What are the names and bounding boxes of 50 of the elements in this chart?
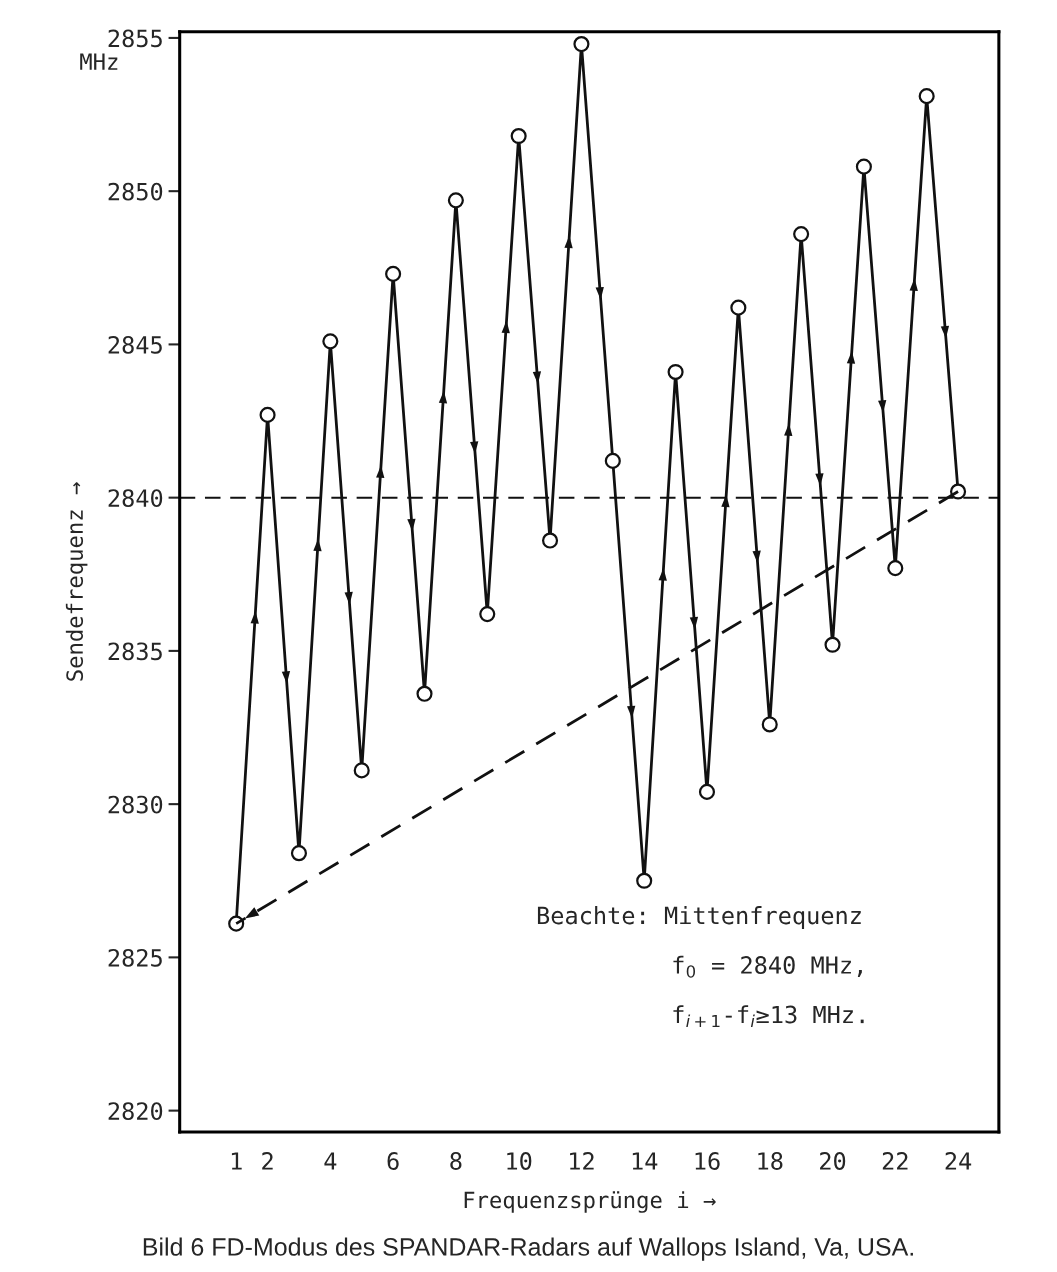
point xyxy=(541,532,559,549)
x-tick-label: 14 xyxy=(632,1152,658,1170)
y-tick-label: 2845 xyxy=(108,335,162,354)
point xyxy=(887,560,904,577)
point xyxy=(761,716,778,733)
text: Bild 6 FD-Modus des SPANDAR-Radars auf Wallops Island, Va, USA. xyxy=(143,1237,913,1261)
x-tick-label: 20 xyxy=(820,1152,846,1170)
point xyxy=(855,158,872,175)
y-tick-label: 2820 xyxy=(108,1102,163,1120)
x-tick-label: 12 xyxy=(570,1152,594,1170)
annotation: Beachte: Mittenfrequenz xyxy=(537,906,861,930)
annotation: f$_{i+1}$-f$_{i}$≥13 MHz. xyxy=(673,1005,864,1027)
x-tick-label: 22 xyxy=(882,1152,908,1170)
point xyxy=(667,363,684,381)
point xyxy=(385,265,402,282)
point xyxy=(824,636,841,653)
y-axis-title: Sendefrequenz → xyxy=(65,482,88,681)
x-tick-label: 16 xyxy=(695,1152,720,1170)
point xyxy=(604,452,621,469)
point xyxy=(510,127,527,145)
x-axis-title: Frequenzsprünge i → xyxy=(464,1191,716,1213)
point xyxy=(479,606,496,623)
x-tick-label: 8 xyxy=(450,1152,462,1170)
y-tick-label: 2830 xyxy=(108,795,163,814)
x-tick-label: 10 xyxy=(507,1152,532,1170)
x-tick-label: 18 xyxy=(758,1152,783,1170)
point xyxy=(793,226,810,243)
x-tick-label: 6 xyxy=(387,1152,399,1170)
annotation: f$_{0}$ = 2840 MHz, xyxy=(673,955,862,978)
point xyxy=(322,333,339,350)
point xyxy=(290,845,308,862)
y-tick-label: 2855 xyxy=(108,29,162,48)
point xyxy=(353,762,370,779)
point xyxy=(573,36,590,53)
y-tick-label: 2825 xyxy=(108,948,162,967)
x-tick-label: 2 xyxy=(262,1152,273,1170)
point xyxy=(259,406,276,423)
point xyxy=(636,872,653,889)
x-tick-label: 4 xyxy=(324,1152,337,1170)
point xyxy=(730,299,747,316)
text: MHz xyxy=(80,53,118,70)
point xyxy=(447,192,464,209)
x-tick-label: 24 xyxy=(945,1152,972,1170)
point xyxy=(416,685,433,702)
x-tick-label: 1 xyxy=(231,1152,242,1170)
y-tick-label: 2840 xyxy=(108,489,163,508)
y-tick-label: 2850 xyxy=(108,182,163,201)
y-tick-label: 2835 xyxy=(108,642,162,661)
point xyxy=(918,88,935,105)
point xyxy=(698,783,716,800)
